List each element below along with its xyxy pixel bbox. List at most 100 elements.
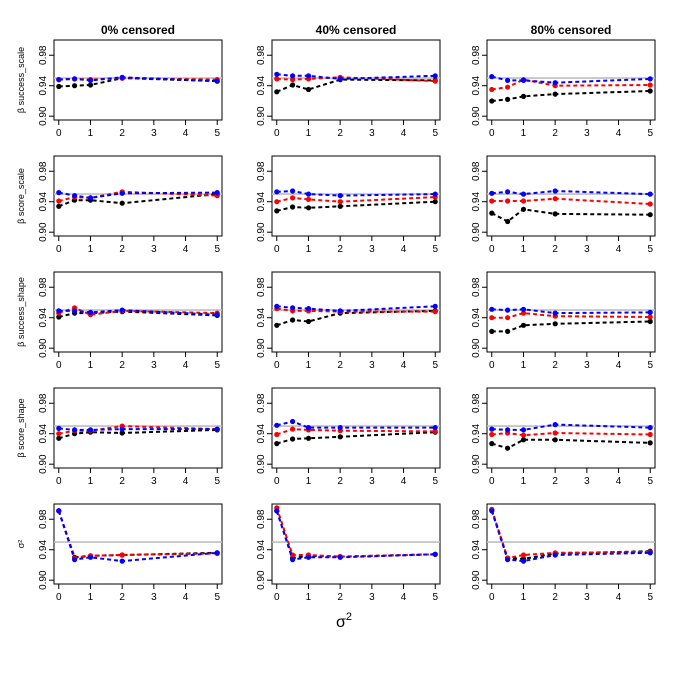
panel-r3-c2: 0.90 0.94 0.98 0 1 2 3 4 5 [471,387,656,487]
data-point-black [274,441,280,447]
data-point-red [647,431,653,438]
row-label: β success_shape [16,277,26,347]
data-point-blue [274,508,280,514]
row-label: β success_scale [16,47,26,113]
series-line-black [491,438,651,450]
data-point-blue [87,554,94,560]
y-tick-label: 0.98 [38,509,49,529]
row-label: β score_scale [16,168,26,224]
data-point-black [305,318,312,325]
data-point-red [505,84,511,90]
x-tick-label: 2 [552,476,558,487]
data-point-black [552,321,558,327]
x-tick-label: 2 [337,244,343,255]
data-point-black [119,430,125,436]
data-point-red [520,432,527,438]
data-point-blue [290,418,296,425]
x-tick-label: 1 [521,128,527,139]
data-point-red [489,431,495,438]
data-point-red [337,199,343,205]
x-tick-label: 0 [489,360,495,371]
series-line-black [58,428,218,440]
y-tick-label: 0.90 [38,570,49,590]
panel-frame [271,39,441,121]
series-line-black [276,200,436,212]
y-tick-label: 0.90 [256,570,267,590]
data-point-blue [432,73,438,79]
panel-r2-c0: 0.90 0.94 0.98 0 1 2 3 4 5 β success_shape [16,271,223,371]
data-point-blue [274,303,280,309]
series-line-blue [275,510,436,561]
data-point-black [337,434,343,440]
data-point-black [274,89,280,95]
x-tick-label: 0 [56,476,62,487]
x-tick-label: 3 [151,592,157,603]
data-point-black [87,82,94,88]
data-point-blue [119,426,125,432]
y-tick-label: 0.94 [38,76,49,96]
x-tick-label: 4 [401,128,407,139]
data-point-blue [552,80,558,86]
y-tick-label: 0.90 [38,222,49,242]
data-point-blue [274,189,280,195]
x-tick-label: 0 [274,244,280,255]
data-point-blue [72,557,78,563]
data-point-blue [290,188,296,194]
panel-frame [53,387,223,469]
row-label: σ² [16,540,26,549]
data-point-blue [489,74,495,80]
data-point-blue [72,193,78,199]
data-point-black [305,86,312,93]
data-point-blue [520,427,527,433]
data-point-black [505,96,511,102]
data-point-blue [647,191,653,197]
series-line-blue [276,189,436,197]
y-tick-label: 0.98 [256,393,267,413]
x-tick-label: 2 [337,592,343,603]
data-point-blue [290,557,296,563]
data-point-blue [505,189,511,195]
panel-r2-c1: 0.90 0.94 0.98 0 1 2 3 4 5 [256,271,441,371]
series-line-red [57,510,218,560]
y-tick-label: 0.94 [256,192,267,212]
x-tick-label: 0 [489,244,495,255]
x-tick-label: 0 [274,360,280,371]
data-point-blue [552,188,558,194]
data-point-blue [274,71,280,77]
data-point-blue [56,308,62,314]
x-tick-label: 5 [647,244,653,255]
data-point-blue [72,308,78,314]
data-point-red [290,77,296,83]
data-point-black [505,218,511,225]
series-line-blue [276,420,436,429]
data-point-black [489,328,495,334]
data-point-blue [489,306,495,312]
y-tick-label: 0.94 [471,308,482,328]
series-line-red [491,431,651,437]
data-point-blue [505,427,511,433]
data-point-blue [520,306,527,312]
column-titles: 0% censored 40% censored 80% censored [101,23,611,37]
y-tick-label: 0.90 [471,570,482,590]
data-point-black [56,83,62,90]
x-tick-label: 3 [584,244,590,255]
x-tick-label: 1 [306,128,312,139]
panel-r4-c1: 0.90 0.94 0.98 0 1 2 3 4 5 [256,503,441,603]
x-tick-label: 2 [119,360,125,371]
x-axis-label-text: σ [336,614,346,631]
data-point-red [505,315,511,321]
data-point-blue [647,76,653,82]
data-point-red [119,552,125,558]
data-point-black [305,205,312,211]
data-point-black [274,208,280,214]
x-tick-label: 4 [401,476,407,487]
data-point-black [647,212,653,218]
data-point-blue [87,195,94,201]
x-tick-label: 0 [56,244,62,255]
x-tick-label: 3 [369,128,375,139]
panel-grid: 0.900.940.980 1 2 3 4 5β success_scale0.900.9… [16,39,656,603]
x-tick-label: 2 [552,128,558,139]
x-tick-label: 5 [432,476,438,487]
y-tick-label: 0.98 [38,161,49,181]
x-tick-label: 4 [616,592,622,603]
